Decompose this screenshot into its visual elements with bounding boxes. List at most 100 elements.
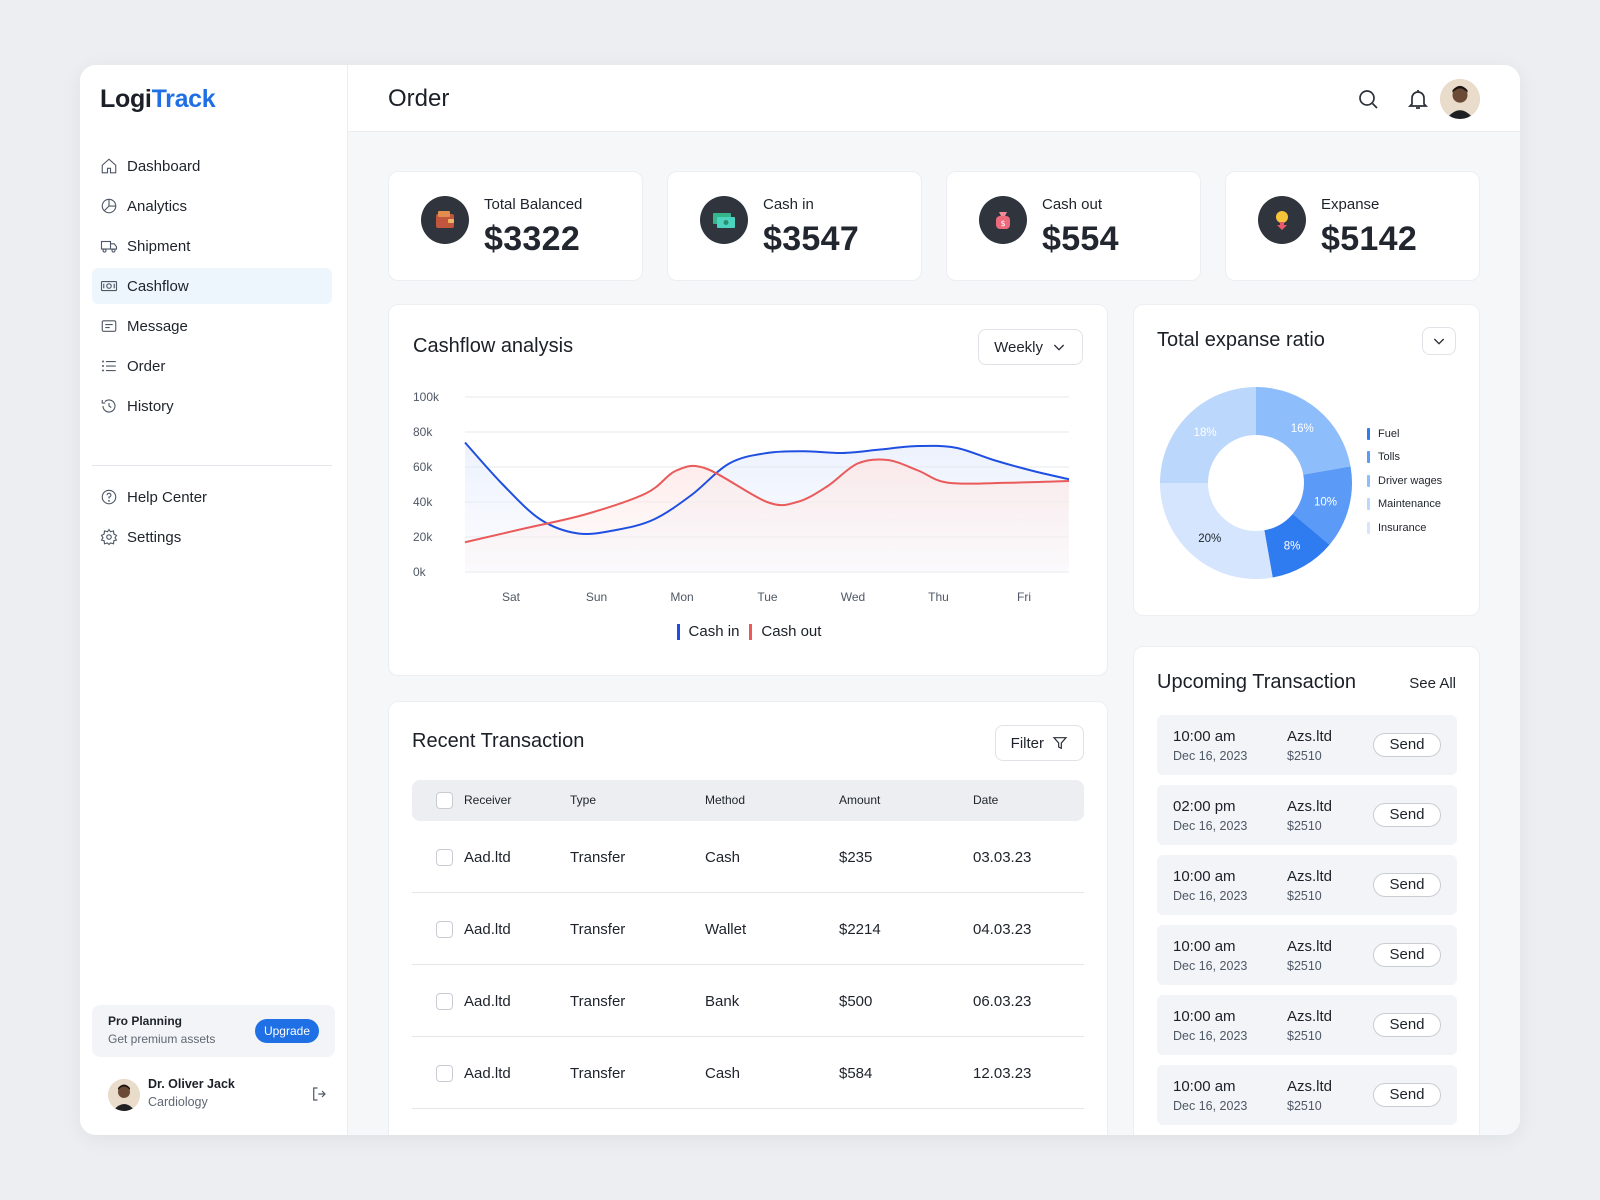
list-icon (101, 360, 116, 372)
sidebar-item-analytics[interactable]: Analytics (92, 188, 332, 224)
table-row[interactable]: Aad.ltd Transfer Bank $500 06.03.23 (412, 965, 1084, 1037)
filter-button[interactable]: Filter (994, 725, 1084, 761)
select-all-checkbox[interactable] (436, 792, 453, 809)
y-tick-label: 60k (413, 460, 433, 474)
stat-label: Cash in (763, 196, 814, 213)
logout-icon[interactable] (310, 1085, 328, 1103)
donut-slice[interactable] (1256, 387, 1351, 475)
send-button[interactable]: Send (1373, 1083, 1441, 1107)
send-button[interactable]: Send (1373, 943, 1441, 967)
sidebar-item-settings[interactable]: Settings (92, 519, 332, 555)
sidebar-item-dashboard[interactable]: Dashboard (92, 148, 332, 184)
legend-label: Driver wages (1378, 474, 1443, 487)
main-content: Total Balanced $3322 Cash in $3547 $ Cas… (348, 132, 1520, 1135)
legend-label: Maintenance (1378, 498, 1441, 511)
page-title: Order (388, 85, 450, 112)
y-tick-label: 20k (413, 530, 433, 544)
row-checkbox[interactable] (436, 849, 453, 866)
period-select[interactable]: Weekly (978, 329, 1083, 365)
stat-value: $3322 (484, 220, 581, 258)
column-header-amount[interactable]: Amount (839, 793, 881, 807)
avatar-image (1440, 79, 1480, 119)
row-checkbox[interactable] (436, 1065, 453, 1082)
recent-transaction-title: Recent Transaction (412, 730, 585, 752)
column-header-receiver[interactable]: Receiver (464, 793, 512, 807)
upcoming-amount: $2510 (1287, 1099, 1322, 1113)
search-icon[interactable] (1356, 87, 1380, 111)
table-row[interactable]: Aad.ltd Transfer Cash $584 12.03.23 (412, 1037, 1084, 1109)
filter-label: Filter (1010, 734, 1044, 752)
row-checkbox[interactable] (436, 993, 453, 1010)
donut-slice-label: 10% (1314, 497, 1337, 509)
header-avatar[interactable] (1440, 79, 1480, 119)
column-header-method[interactable]: Method (705, 793, 746, 807)
send-button[interactable]: Send (1373, 873, 1441, 897)
send-button[interactable]: Send (1373, 803, 1441, 827)
upcoming-time: 02:00 pm (1173, 798, 1236, 815)
cash-icon (100, 280, 118, 292)
cell-amount: $2214 (839, 921, 881, 938)
expanse-dropdown-button[interactable] (1422, 327, 1456, 355)
sidebar-divider (92, 465, 332, 466)
avatar (108, 1079, 140, 1111)
x-tick-label: Sat (502, 590, 521, 604)
legend-label: Insurance (1378, 521, 1427, 534)
send-button[interactable]: Send (1373, 733, 1441, 757)
upcoming-name: Azs.ltd (1287, 938, 1333, 955)
user-profile[interactable]: Dr. Oliver Jack Cardiology (108, 1075, 328, 1115)
cell-type: Transfer (570, 849, 626, 866)
legend-item-tolls: Tolls (1367, 446, 1442, 470)
upcoming-time: 10:00 am (1173, 868, 1236, 885)
cell-date: 03.03.23 (973, 849, 1032, 866)
pro-subtitle: Get premium assets (108, 1032, 216, 1046)
upcoming-item: 10:00 am Dec 16, 2023 Azs.ltd $2510 Send (1157, 925, 1457, 985)
filter-icon (1052, 737, 1068, 750)
sidebar-item-cashflow[interactable]: Cashflow (92, 268, 332, 304)
cash-in-line (464, 441, 1070, 536)
row-checkbox[interactable] (436, 921, 453, 938)
sidebar-item-label: Analytics (127, 197, 188, 215)
upcoming-item: 10:00 am Dec 16, 2023 Azs.ltd $2510 Send (1157, 855, 1457, 915)
pie-legend: Fuel Tolls Driver wages Maintenance Insu… (1367, 422, 1442, 540)
table-row[interactable]: Aad.ltd Transfer Wallet $2214 04.03.23 (412, 893, 1084, 965)
sidebar-item-shipment[interactable]: Shipment (92, 228, 332, 264)
y-tick-label: 80k (413, 425, 433, 439)
column-header-type[interactable]: Type (570, 793, 597, 807)
sidebar-item-message[interactable]: Message (92, 308, 332, 344)
legend-item-insurance: Insurance (1367, 516, 1442, 540)
upcoming-amount: $2510 (1287, 959, 1322, 973)
cashflow-title: Cashflow analysis (413, 335, 574, 357)
upcoming-item: 10:00 am Dec 16, 2023 Azs.ltd $2510 Send (1157, 1065, 1457, 1125)
donut-slice[interactable] (1264, 513, 1330, 578)
table-row[interactable]: Aad.ltd Transfer Cash $235 03.03.23 (412, 821, 1084, 893)
cell-date: 12.03.23 (973, 1065, 1032, 1082)
donut-slice[interactable] (1292, 466, 1352, 545)
upcoming-name: Azs.ltd (1287, 868, 1333, 885)
sidebar-item-order[interactable]: Order (92, 348, 332, 384)
legend-label: Tolls (1378, 451, 1401, 464)
upcoming-transaction-card: Upcoming Transaction See All 10:00 am De… (1133, 646, 1480, 1135)
stat-card-total-balanced: Total Balanced $3322 (388, 171, 643, 281)
wallet-icon (421, 196, 469, 244)
send-button[interactable]: Send (1373, 1013, 1441, 1037)
column-header-date[interactable]: Date (973, 793, 999, 807)
sidebar-item-label: Settings (127, 528, 182, 546)
cell-amount: $500 (839, 993, 873, 1010)
donut-slice-label: 18% (1194, 427, 1217, 439)
upgrade-button[interactable]: Upgrade (254, 1019, 319, 1043)
sidebar-item-history[interactable]: History (92, 388, 332, 424)
cash-out-line (464, 458, 1070, 544)
sidebar-item-label: Help Center (127, 488, 208, 506)
sidebar-item-label: Cashflow (127, 277, 189, 295)
top-header: Order (348, 65, 1520, 132)
period-select-label: Weekly (994, 338, 1043, 356)
legend-swatch (1367, 521, 1370, 534)
see-all-link[interactable]: See All (1409, 675, 1456, 692)
upcoming-date: Dec 16, 2023 (1173, 819, 1248, 833)
sidebar-item-help-center[interactable]: Help Center (92, 479, 332, 515)
cell-type: Transfer (570, 1065, 626, 1082)
donut-slice[interactable] (1160, 387, 1256, 483)
bell-icon[interactable] (1406, 87, 1430, 111)
brand-logo[interactable]: LogiTrack (100, 85, 216, 114)
donut-slice[interactable] (1160, 483, 1273, 579)
